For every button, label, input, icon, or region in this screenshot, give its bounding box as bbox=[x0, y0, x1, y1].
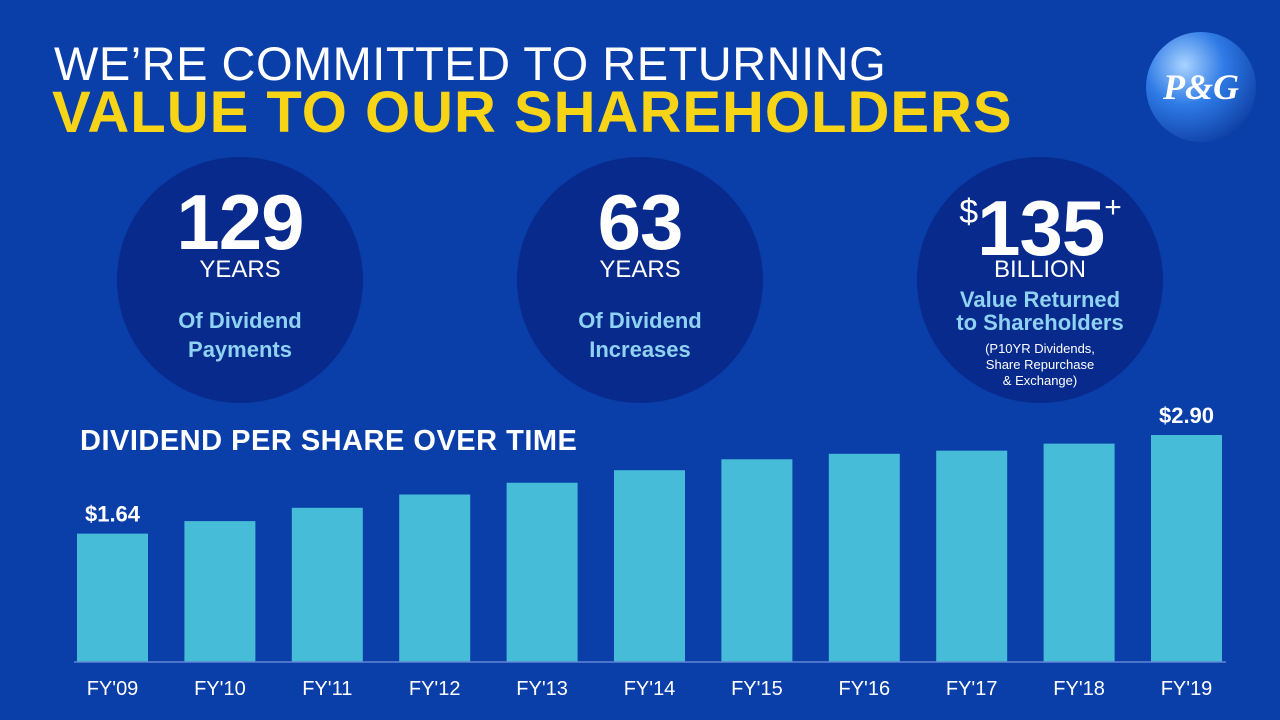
bar-5 bbox=[614, 470, 685, 662]
stat-desc-line-2: Increases bbox=[589, 337, 691, 362]
stat-suffix: + bbox=[1104, 191, 1122, 224]
stat-description: Of Dividend Payments bbox=[117, 306, 363, 364]
chart-title: DIVIDEND PER SHARE OVER TIME bbox=[80, 425, 578, 457]
logo-text: P&G bbox=[1162, 67, 1239, 107]
x-tick-label-8: FY'17 bbox=[946, 678, 998, 700]
data-label-0: $1.64 bbox=[85, 502, 141, 527]
x-tick-label-3: FY'12 bbox=[409, 678, 461, 700]
stat-note-line-3: & Exchange) bbox=[1002, 373, 1078, 388]
stat-value: 63 bbox=[597, 178, 684, 266]
bar-8 bbox=[936, 450, 1008, 662]
bar-2 bbox=[291, 507, 363, 662]
bar-3 bbox=[399, 494, 471, 662]
x-tick-label-0: FY'09 bbox=[87, 678, 139, 700]
bar-1 bbox=[184, 521, 256, 662]
stat-circle-dividend-increases: 63 YEARS Of Dividend Increases bbox=[517, 157, 763, 403]
stat-footnote: (P10YR Dividends, Share Repurchase & Exc… bbox=[917, 341, 1163, 389]
stat-circle-dividend-payments: 129 YEARS Of Dividend Payments bbox=[117, 157, 363, 403]
stat-description: Of Dividend Increases bbox=[517, 306, 763, 364]
x-tick-label-2: FY'11 bbox=[302, 678, 352, 700]
stat-value: 135 bbox=[977, 184, 1105, 272]
stat-unit: BILLION bbox=[993, 256, 1087, 283]
stat-unit: YEARS bbox=[599, 256, 681, 283]
stat-value-group: $135+ bbox=[917, 189, 1163, 267]
x-tick-label-10: FY'19 bbox=[1161, 678, 1213, 700]
stat-description: Value Returned to Shareholders bbox=[917, 288, 1163, 334]
bar-10 bbox=[1151, 435, 1222, 662]
stat-desc-line-2: to Shareholders bbox=[956, 310, 1124, 335]
stat-desc-line-1: Value Returned bbox=[959, 287, 1121, 312]
bar-4 bbox=[506, 482, 578, 662]
bar-6 bbox=[721, 459, 793, 662]
stat-circle-value-returned: $135+ BILLION Value Returned to Sharehol… bbox=[917, 157, 1163, 403]
x-tick-label-9: FY'18 bbox=[1053, 678, 1105, 700]
stat-desc-line-2: Payments bbox=[188, 337, 292, 362]
x-tick-label-4: FY'13 bbox=[516, 678, 568, 700]
x-tick-label-5: FY'14 bbox=[624, 678, 676, 700]
title-line-2: VALUE TO OUR SHAREHOLDERS bbox=[52, 80, 1013, 145]
bar-9 bbox=[1043, 443, 1115, 662]
stat-desc-line-1: Of Dividend bbox=[178, 308, 302, 333]
title-line-1: WE’RE COMMITTED TO RETURNING bbox=[54, 37, 887, 90]
bar-7 bbox=[828, 453, 900, 662]
data-label-10: $2.90 bbox=[1159, 403, 1214, 428]
stat-currency: $ bbox=[959, 193, 978, 231]
stat-value: 129 bbox=[176, 178, 304, 266]
x-tick-label-1: FY'10 bbox=[194, 678, 246, 700]
stat-note-line-2: Share Repurchase bbox=[985, 357, 1095, 372]
x-tick-label-6: FY'15 bbox=[731, 678, 783, 700]
stat-note-line-1: (P10YR Dividends, bbox=[985, 341, 1095, 356]
stat-unit: YEARS bbox=[199, 256, 281, 283]
bar-0 bbox=[77, 533, 148, 662]
pg-logo: P&G bbox=[1146, 32, 1256, 142]
stat-desc-line-1: Of Dividend bbox=[578, 308, 702, 333]
x-tick-label-7: FY'16 bbox=[838, 678, 890, 700]
